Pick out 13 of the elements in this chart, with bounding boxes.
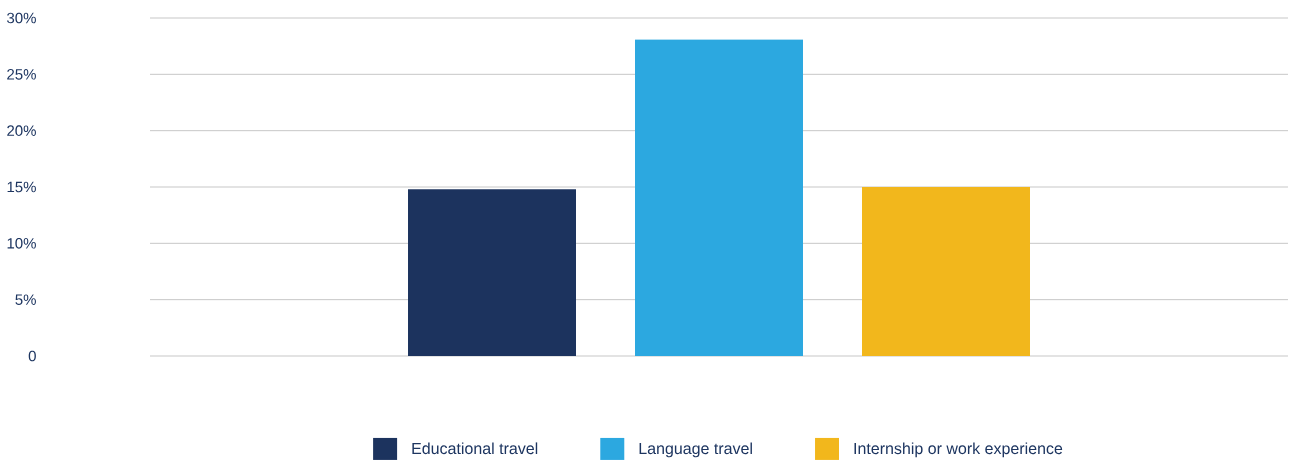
y-tick-label: 10% (7, 238, 36, 249)
legend-label: Educational travel (412, 442, 538, 455)
y-tick-label: 20% (7, 125, 36, 136)
y-tick-label: 0 (28, 350, 36, 362)
legend-label: Internship or work experience (854, 442, 1063, 458)
y-tick-label: 5% (15, 294, 36, 305)
legend-label: Language travel (639, 442, 752, 458)
y-tick-label: 30% (7, 12, 36, 24)
bar (408, 189, 577, 356)
bar (862, 186, 1030, 356)
y-tick-label: 25% (7, 69, 36, 80)
y-tick-label: 15% (7, 181, 36, 193)
bar (635, 39, 803, 356)
